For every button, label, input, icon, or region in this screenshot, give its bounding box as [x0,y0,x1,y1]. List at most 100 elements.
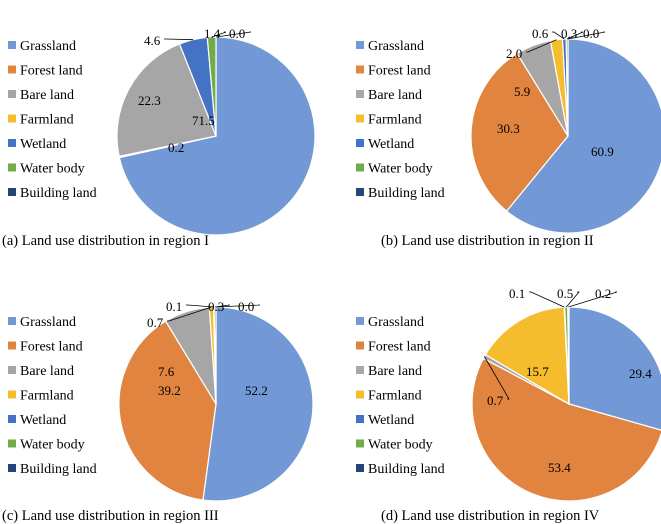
legend-entry-building-land: Building land [20,186,97,201]
legend-swatch-water-body [356,439,364,448]
legend-swatch-water-body [8,163,16,172]
legend-entry-building-land: Building land [20,462,97,477]
data-label-bare-land: 0.7 [487,393,504,408]
legend-entry-farmland: Farmland [368,389,422,404]
legend-entry-grassland: Grassland [20,315,76,330]
legend-swatch-building-land [8,464,16,472]
legend-entry-building-land: Building land [368,462,445,477]
legend-swatch-forest-land [8,341,16,350]
legend-swatch-water-body [8,439,16,448]
legend-entry-farmland: Farmland [20,389,74,404]
legend-entry-water-body: Water body [368,162,433,177]
legend-swatch-wetland [356,415,364,423]
legend-entry-wetland: Wetland [368,413,414,428]
legend-swatch-grassland [8,41,16,49]
legend-swatch-farmland [8,114,16,123]
data-label-building-land: 0.0 [583,26,599,41]
legend-swatch-grassland [356,317,364,325]
legend-swatch-forest-land [356,65,364,74]
data-label-farmland: 2.0 [506,46,522,61]
caption-region-2: (b) Land use distribution in region II [381,233,594,249]
legend-entry-water-body: Water body [20,438,85,453]
panel-region-4: (d) Land use distribution in region IV 2… [356,286,661,524]
leader-line [568,291,618,308]
legend-swatch-wetland [8,415,16,423]
leader-line [552,31,565,40]
legend-swatch-wetland [356,139,364,147]
slice-grassland [505,38,661,234]
leader-line [565,291,580,308]
panel-region-2: (b) Land use distribution in region II 6… [356,26,661,249]
legend-swatch-forest-land [8,65,16,74]
panel-region-3: (c) Land use distribution in region III … [2,299,314,524]
legend-entry-farmland: Farmland [20,113,74,128]
legend-swatch-bare-land [8,366,16,374]
data-label-grassland: 52.2 [245,383,268,398]
slice-grassland [202,306,314,502]
slice-farmland [484,306,570,406]
caption-region-4: (d) Land use distribution in region IV [381,508,600,524]
data-label-water-body: 0.5 [557,286,573,301]
data-label-building-land: 0.0 [238,299,254,314]
slice-forest-land [470,52,569,212]
leader-line [215,304,231,308]
legend-swatch-farmland [8,390,16,399]
legend-entry-water-body: Water body [368,438,433,453]
leader-line [529,291,565,308]
leader-line [167,306,212,322]
legend-swatch-grassland [356,41,364,49]
data-label-water-body: 1.4 [204,26,221,41]
legend-entry-wetland: Wetland [20,413,66,428]
legend-swatch-wetland [8,139,16,147]
data-label-grassland: 29.4 [629,366,652,381]
caption-region-1: (a) Land use distribution in region I [2,233,209,249]
legend-swatch-forest-land [356,341,364,350]
legend-entry-grassland: Grassland [368,39,424,54]
leader-line [211,31,227,38]
legend-entry-water-body: Water body [20,162,85,177]
legend-entry-forest-land: Forest land [368,64,431,79]
legend-swatch-water-body [356,163,364,172]
legend-swatch-bare-land [356,366,364,374]
data-label-wetland: 0.6 [532,26,549,41]
legend-entry-forest-land: Forest land [20,340,83,355]
legend-swatch-bare-land [8,90,16,98]
legend-entry-wetland: Wetland [20,137,66,152]
data-label-farmland: 0.7 [147,315,164,330]
legend-entry-farmland: Farmland [368,113,422,128]
leader-line [484,356,510,400]
data-label-building-land: 0.2 [595,286,611,301]
slice-grassland [568,306,661,431]
leader-line [566,31,584,40]
legend-swatch-building-land [356,188,364,196]
data-label-building-land: 0.0 [229,26,245,41]
legend-entry-forest-land: Forest land [20,64,83,79]
legend-entry-grassland: Grassland [368,315,424,330]
leader-line [567,31,606,40]
data-label-grassland: 60.9 [591,144,614,159]
slice-grassland [118,36,316,236]
legend-entry-building-land: Building land [368,186,445,201]
data-label-water-body: 0.3 [561,26,577,41]
leader-line [164,38,194,41]
data-label-wetland: 0.1 [166,299,182,314]
legend-swatch-farmland [356,114,364,123]
data-label-forest-land: 30.3 [497,121,520,136]
data-label-wetland: 0.1 [509,286,525,301]
data-label-bare-land: 5.9 [514,84,530,99]
leader-line [526,39,557,53]
leader-line [215,304,261,308]
legend-swatch-farmland [356,390,364,399]
data-label-forest-land: 53.4 [548,460,571,475]
data-label-forest-land: 0.2 [168,140,184,155]
legend-swatch-building-land [356,464,364,472]
data-label-water-body: 0.3 [208,299,224,314]
panel-region-1: (a) Land use distribution in region I 71… [2,26,316,249]
legend-swatch-building-land [8,188,16,196]
legend-swatch-grassland [8,317,16,325]
data-label-farmland: 15.7 [526,364,549,379]
legend-swatch-bare-land [356,90,364,98]
data-label-forest-land: 39.2 [158,383,181,398]
slice-bare-land [116,43,217,158]
